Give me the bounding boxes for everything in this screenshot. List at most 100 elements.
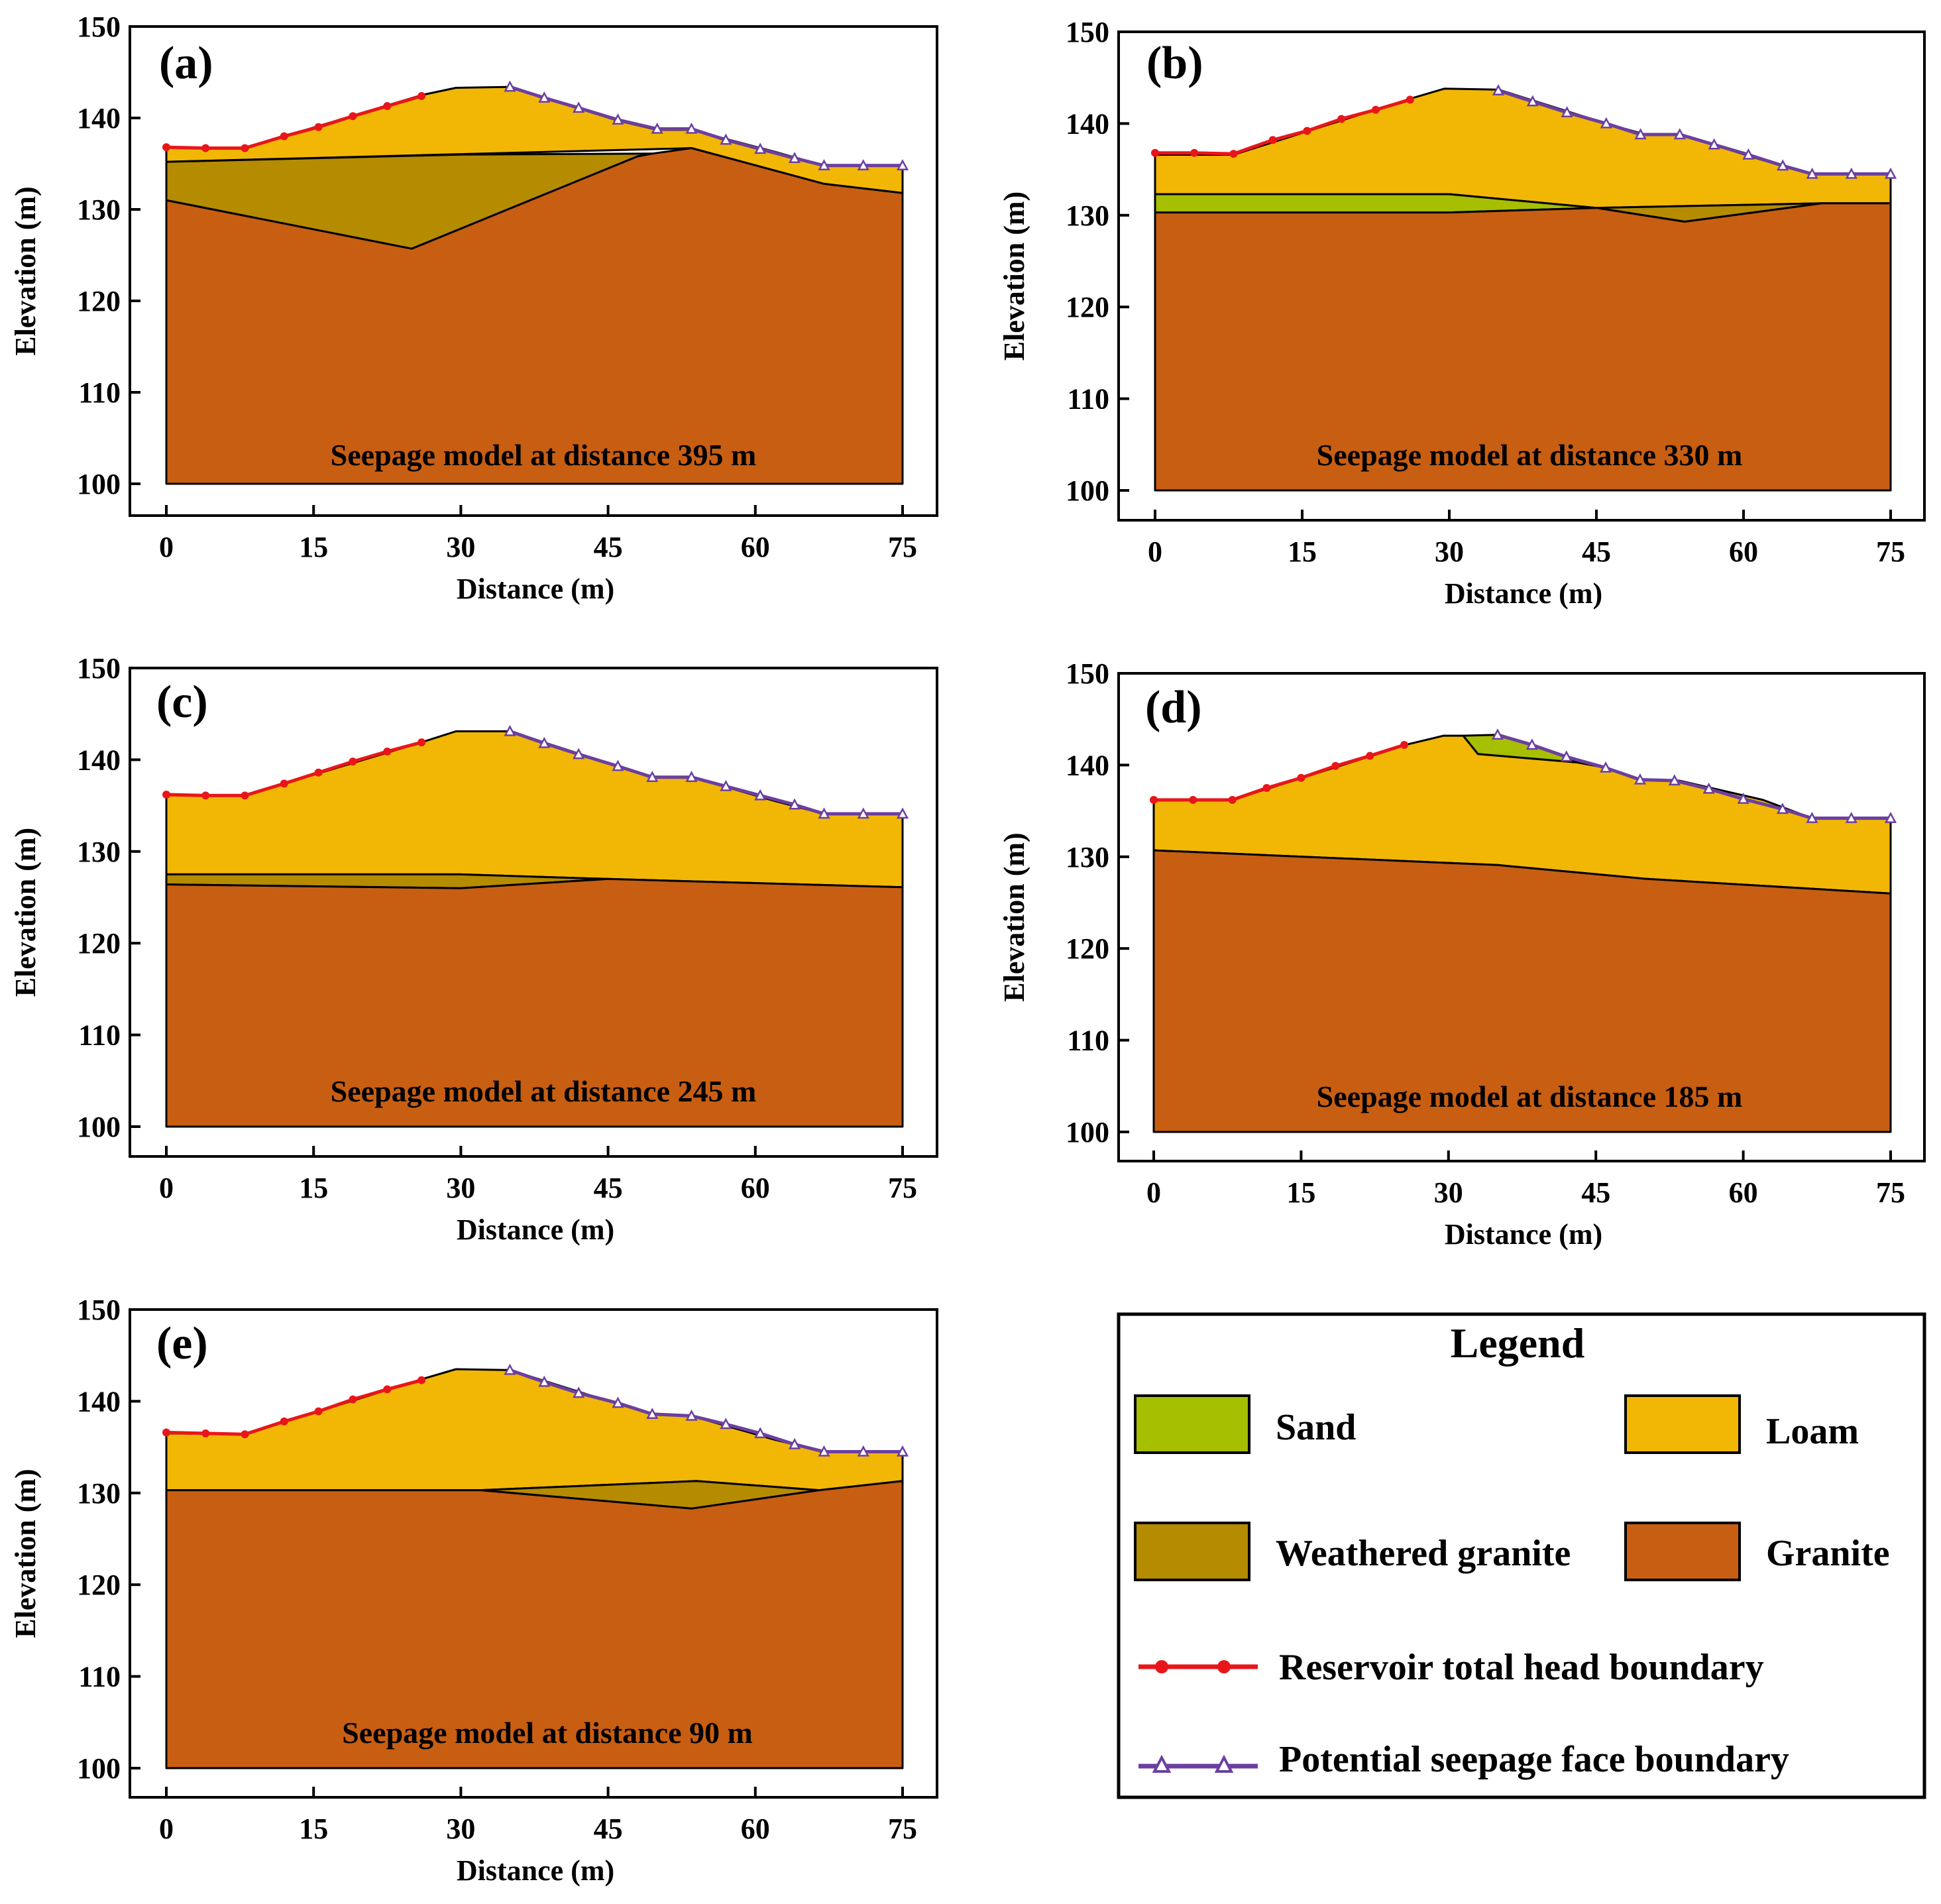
x-tick-label: 0 xyxy=(159,531,174,563)
reservoir-boundary-point xyxy=(1190,148,1199,157)
legend-label-loam: Loam xyxy=(1766,1411,1859,1452)
seepage-boundary-point xyxy=(504,80,516,92)
legend-frame xyxy=(1117,1312,1926,1799)
reservoir-boundary-point xyxy=(162,1428,170,1437)
x-tick-label: 75 xyxy=(888,1172,917,1204)
seepage-boundary-point xyxy=(818,807,830,819)
x-tick-label: 0 xyxy=(1146,1176,1161,1209)
plot-frame xyxy=(1117,672,1926,1162)
seepage-boundary-point xyxy=(818,159,830,171)
seepage-boundary-point xyxy=(1806,167,1818,179)
y-axis-label: Elevation (m) xyxy=(9,186,42,355)
y-tick-label: 150 xyxy=(77,652,121,685)
seepage-boundary-point xyxy=(1884,812,1897,823)
seepage-boundary-point xyxy=(573,101,585,113)
layer-granite xyxy=(1152,849,1892,1133)
reservoir-boundary-point xyxy=(1400,740,1409,749)
x-tick-label: 60 xyxy=(741,531,770,563)
x-axis-label: Distance (m) xyxy=(457,1213,614,1246)
seepage-boundary-point xyxy=(720,1418,732,1429)
y-tick-label: 120 xyxy=(77,1569,121,1601)
seepage-boundary-point xyxy=(1634,773,1647,785)
plot-frame xyxy=(129,25,938,517)
x-tick-label: 60 xyxy=(1729,535,1758,568)
seepage-boundary-point xyxy=(538,91,551,103)
layer-loam xyxy=(165,1368,904,1492)
x-tick-label: 75 xyxy=(1876,1176,1905,1209)
seepage-boundary-line xyxy=(509,85,903,168)
legend-label-weathered-granite: Weathered granite xyxy=(1276,1533,1571,1574)
y-tick-label: 130 xyxy=(77,194,121,226)
seepage-boundary-point xyxy=(612,113,624,125)
reservoir-boundary-point xyxy=(1151,148,1159,157)
reservoir-boundary-point xyxy=(1150,795,1158,804)
seepage-boundary-point xyxy=(1526,95,1539,107)
seepage-boundary-point xyxy=(1560,750,1573,762)
y-tick-label: 140 xyxy=(1066,107,1109,140)
x-tick-label: 75 xyxy=(1876,535,1905,568)
x-tick-label: 30 xyxy=(1435,535,1464,568)
seepage-boundary-point xyxy=(1600,117,1612,129)
y-tick-label: 100 xyxy=(1066,1116,1109,1148)
reservoir-boundary-point xyxy=(1366,752,1374,760)
x-tick-label: 45 xyxy=(594,1172,623,1204)
seepage-boundary-point xyxy=(685,122,698,134)
panel-e: (e) Seepage model at distance 90 m Dista… xyxy=(9,1294,938,1887)
reservoir-boundary-point xyxy=(280,779,288,788)
y-tick-label: 140 xyxy=(77,102,121,135)
reservoir-boundary-point xyxy=(314,768,323,777)
seepage-boundary-point xyxy=(720,133,732,145)
seepage-boundary-point xyxy=(573,748,585,759)
seepage-boundary-point xyxy=(612,1396,624,1408)
seepage-boundary-line xyxy=(509,730,903,816)
seepage-boundary-point xyxy=(651,122,663,134)
seepage-boundary-line xyxy=(1498,89,1891,176)
reservoir-boundary-point xyxy=(280,132,288,140)
x-tick-label: 60 xyxy=(741,1813,770,1845)
seepage-boundary-point xyxy=(1777,159,1789,171)
reservoir-boundary-point xyxy=(201,144,210,152)
reservoir-boundary-point xyxy=(349,1395,357,1404)
y-tick-label: 130 xyxy=(1066,841,1109,873)
layer-granite xyxy=(1154,202,1892,492)
reservoir-boundary-point xyxy=(1268,136,1277,144)
reservoir-boundary-point xyxy=(383,102,392,111)
x-tick-label: 30 xyxy=(1434,1176,1463,1209)
legend-reservoir-line-icon xyxy=(1138,1660,1258,1673)
y-tick-label: 130 xyxy=(77,836,121,868)
reservoir-boundary-point xyxy=(417,91,426,100)
x-tick-label: 45 xyxy=(1582,535,1611,568)
y-tick-label: 110 xyxy=(1067,383,1109,416)
y-tick-label: 110 xyxy=(78,1661,121,1693)
reservoir-boundary-point xyxy=(1372,105,1380,114)
panel-title: Seepage model at distance 245 m xyxy=(331,1074,757,1108)
x-tick-label: 30 xyxy=(446,1172,475,1204)
reservoir-boundary-point xyxy=(1297,773,1305,782)
seepage-boundary-point xyxy=(788,152,801,163)
panel-b: (b) Seepage model at distance 330 m Dist… xyxy=(998,16,1926,610)
y-axis-label: Elevation (m) xyxy=(9,828,42,997)
y-tick-label: 120 xyxy=(77,285,121,317)
legend-swatch-granite xyxy=(1624,1522,1741,1581)
panel-title: Seepage model at distance 330 m xyxy=(1317,438,1743,472)
y-tick-label: 110 xyxy=(78,1019,121,1052)
x-tick-label: 45 xyxy=(594,531,623,563)
x-tick-label: 30 xyxy=(446,531,475,563)
seepage-boundary-point xyxy=(1845,812,1858,823)
seepage-boundary-point xyxy=(720,779,732,791)
y-tick-label: 100 xyxy=(77,468,121,500)
seepage-boundary-point xyxy=(896,807,909,819)
panel-d: (d) Seepage model at distance 185 m Dist… xyxy=(998,657,1926,1251)
x-tick-label: 75 xyxy=(888,531,917,563)
layer-granite xyxy=(165,1480,904,1769)
seepage-boundary-point xyxy=(1491,728,1504,740)
legend-swatch-sand xyxy=(1134,1394,1250,1454)
x-tick-label: 45 xyxy=(1581,1176,1610,1209)
x-axis-label: Distance (m) xyxy=(1445,1218,1602,1251)
x-tick-label: 15 xyxy=(299,1172,328,1204)
y-tick-label: 120 xyxy=(1066,932,1109,965)
seepage-boundary-point xyxy=(818,1445,830,1457)
seepage-boundary-point xyxy=(1525,738,1538,750)
reservoir-boundary-point xyxy=(162,790,170,799)
